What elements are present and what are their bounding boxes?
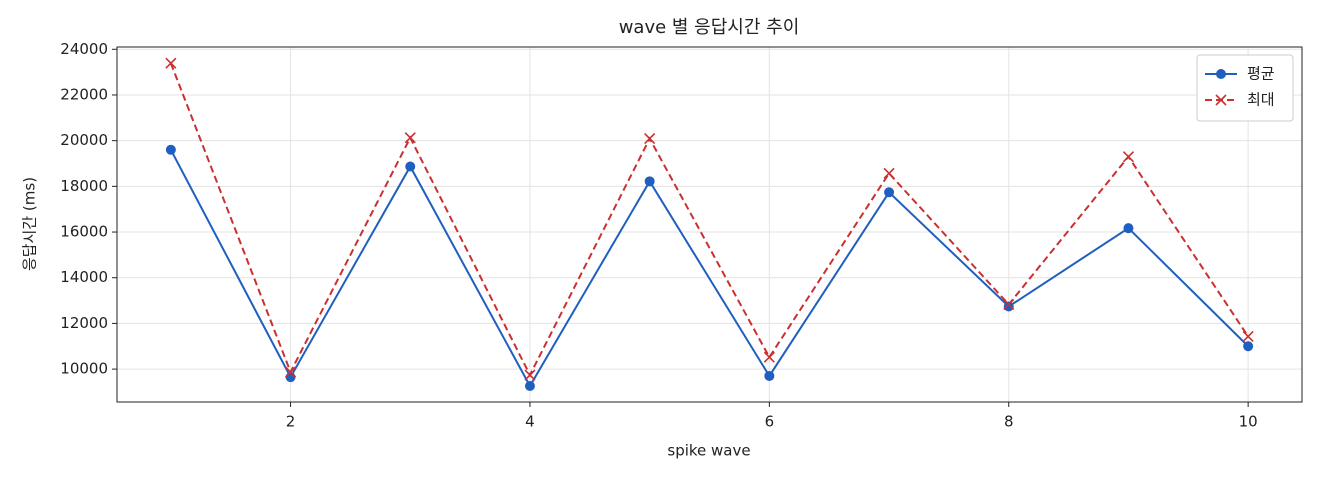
legend-marker xyxy=(1215,94,1227,106)
x-tick-label: 8 xyxy=(1004,413,1014,431)
marker xyxy=(1122,151,1135,163)
legend-marker xyxy=(1216,69,1226,79)
series-line xyxy=(169,62,1249,378)
marker xyxy=(284,366,297,378)
x-tick-label: 4 xyxy=(525,413,535,431)
y-tick-label: 24000 xyxy=(60,40,108,58)
y-tick-label: 10000 xyxy=(60,360,108,378)
marker xyxy=(1003,298,1015,311)
y-tick-label: 14000 xyxy=(60,268,108,286)
chart-title: wave 별 응답시간 추이 xyxy=(619,17,800,38)
marker xyxy=(1242,330,1254,343)
marker xyxy=(165,144,176,155)
marker xyxy=(884,187,895,198)
y-tick-label: 18000 xyxy=(60,177,108,195)
marker xyxy=(1243,341,1254,352)
y-tick-label: 12000 xyxy=(60,314,108,332)
plot-frame xyxy=(116,46,1303,403)
marker xyxy=(763,351,775,363)
legend-label: 최대 xyxy=(1247,91,1275,109)
marker xyxy=(1003,301,1014,312)
legend-box xyxy=(1196,54,1294,122)
marker xyxy=(524,369,536,381)
x-tick-label: 6 xyxy=(765,413,775,431)
y-tick-label: 16000 xyxy=(60,223,108,241)
marker xyxy=(165,57,177,69)
x-tick-label: 2 xyxy=(286,413,296,431)
marker xyxy=(1123,223,1134,234)
y-tick-label: 22000 xyxy=(60,85,108,103)
legend-label: 평균 xyxy=(1247,65,1275,83)
marker xyxy=(764,370,775,381)
marker xyxy=(883,167,895,179)
series-line xyxy=(169,149,1249,389)
marker xyxy=(644,176,655,187)
marker xyxy=(524,381,535,392)
y-tick-label: 20000 xyxy=(60,131,108,149)
y-axis-label: 응답시간 (ms) xyxy=(21,177,39,271)
marker xyxy=(644,133,656,145)
x-tick-label: 10 xyxy=(1239,413,1258,431)
marker xyxy=(405,161,416,172)
marker xyxy=(404,132,416,144)
x-axis-label: spike wave xyxy=(667,442,750,460)
